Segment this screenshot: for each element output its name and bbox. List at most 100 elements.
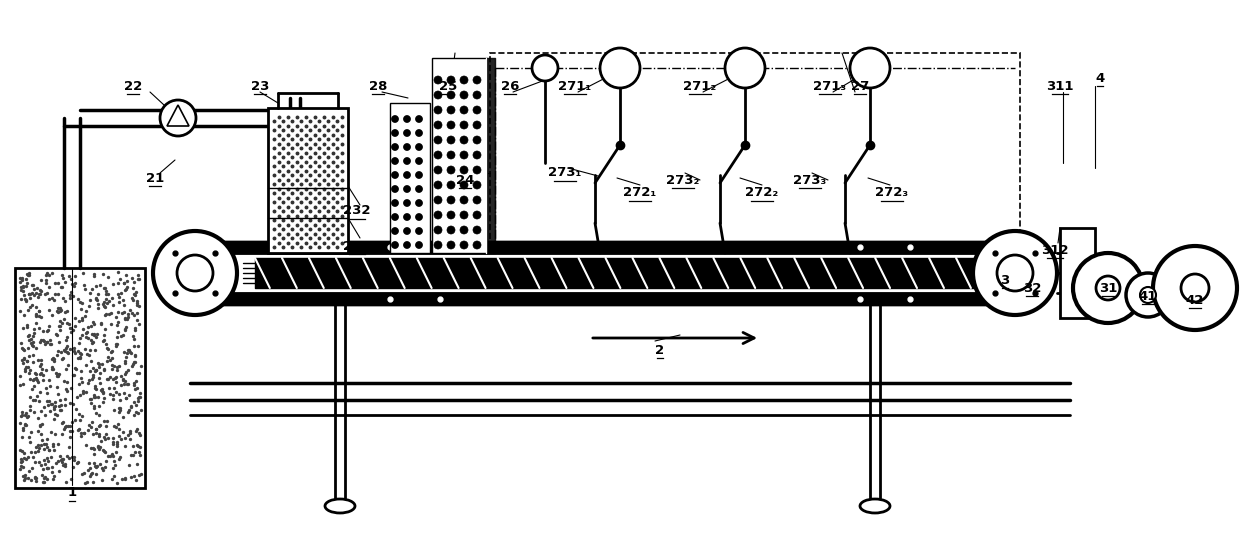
Circle shape — [403, 199, 410, 207]
Circle shape — [997, 255, 1033, 291]
Circle shape — [160, 100, 196, 136]
Circle shape — [403, 242, 410, 248]
Circle shape — [460, 241, 467, 249]
Circle shape — [415, 116, 423, 123]
Circle shape — [415, 157, 423, 164]
Circle shape — [460, 76, 467, 84]
Circle shape — [403, 144, 410, 151]
Text: 273₂: 273₂ — [666, 174, 699, 186]
Circle shape — [403, 129, 410, 136]
Text: 272₃: 272₃ — [875, 186, 909, 199]
Circle shape — [403, 214, 410, 220]
Circle shape — [415, 214, 423, 220]
Circle shape — [415, 172, 423, 179]
Bar — [15, 268, 145, 488]
Text: 3: 3 — [1001, 273, 1009, 287]
Text: 271₃: 271₃ — [813, 79, 847, 93]
Circle shape — [434, 181, 441, 189]
Text: 2: 2 — [656, 344, 665, 357]
Circle shape — [434, 226, 441, 234]
Circle shape — [434, 211, 441, 219]
Circle shape — [415, 186, 423, 192]
Circle shape — [472, 91, 481, 99]
Circle shape — [434, 241, 441, 249]
Bar — [490, 53, 1021, 253]
Circle shape — [434, 196, 441, 204]
Circle shape — [460, 151, 467, 159]
Circle shape — [973, 231, 1056, 315]
Circle shape — [177, 255, 213, 291]
Ellipse shape — [861, 499, 890, 513]
Circle shape — [434, 106, 441, 114]
Circle shape — [460, 91, 467, 99]
Circle shape — [1073, 253, 1143, 323]
Circle shape — [472, 211, 481, 219]
Circle shape — [472, 76, 481, 84]
Circle shape — [1153, 246, 1238, 330]
Circle shape — [446, 76, 455, 84]
Circle shape — [446, 136, 455, 144]
Text: 24: 24 — [456, 174, 474, 186]
Text: 22: 22 — [124, 79, 143, 93]
Circle shape — [1096, 276, 1120, 300]
Circle shape — [1180, 274, 1209, 302]
Circle shape — [446, 211, 455, 219]
Circle shape — [1126, 273, 1171, 317]
Circle shape — [472, 121, 481, 129]
Circle shape — [460, 136, 467, 144]
Circle shape — [446, 196, 455, 204]
Circle shape — [434, 151, 441, 159]
Text: 311: 311 — [1047, 79, 1074, 93]
Circle shape — [460, 121, 467, 129]
Circle shape — [392, 199, 398, 207]
Circle shape — [415, 129, 423, 136]
Circle shape — [415, 144, 423, 151]
Circle shape — [460, 211, 467, 219]
Circle shape — [472, 226, 481, 234]
Circle shape — [153, 231, 237, 315]
Bar — [391, 103, 430, 253]
Circle shape — [403, 227, 410, 235]
Text: 232: 232 — [343, 204, 371, 218]
Text: 312: 312 — [1042, 243, 1069, 256]
Circle shape — [600, 48, 640, 88]
Circle shape — [446, 91, 455, 99]
Circle shape — [446, 181, 455, 189]
Circle shape — [446, 106, 455, 114]
Text: 273₃: 273₃ — [794, 174, 827, 186]
Circle shape — [415, 199, 423, 207]
Circle shape — [434, 121, 441, 129]
Circle shape — [446, 151, 455, 159]
Circle shape — [415, 242, 423, 248]
Text: 31: 31 — [1099, 282, 1117, 294]
Text: 272₂: 272₂ — [745, 186, 779, 199]
Text: 32: 32 — [1023, 282, 1042, 294]
Circle shape — [472, 166, 481, 174]
Circle shape — [434, 166, 441, 174]
Text: 42: 42 — [1185, 294, 1204, 306]
Circle shape — [446, 226, 455, 234]
Circle shape — [392, 116, 398, 123]
Circle shape — [472, 106, 481, 114]
Circle shape — [392, 227, 398, 235]
Circle shape — [392, 144, 398, 151]
Text: 1: 1 — [67, 487, 77, 499]
Text: 271₂: 271₂ — [683, 79, 717, 93]
Bar — [432, 58, 487, 253]
Circle shape — [460, 106, 467, 114]
Circle shape — [392, 129, 398, 136]
Circle shape — [403, 186, 410, 192]
Text: 4: 4 — [1095, 71, 1105, 84]
Circle shape — [1140, 287, 1156, 303]
Circle shape — [460, 226, 467, 234]
Circle shape — [415, 227, 423, 235]
Circle shape — [392, 214, 398, 220]
Circle shape — [532, 55, 558, 81]
Polygon shape — [167, 105, 188, 126]
Text: 28: 28 — [368, 79, 387, 93]
Text: 21: 21 — [146, 172, 164, 185]
Circle shape — [446, 166, 455, 174]
Circle shape — [392, 186, 398, 192]
Text: 41: 41 — [1138, 289, 1157, 302]
Circle shape — [434, 91, 441, 99]
